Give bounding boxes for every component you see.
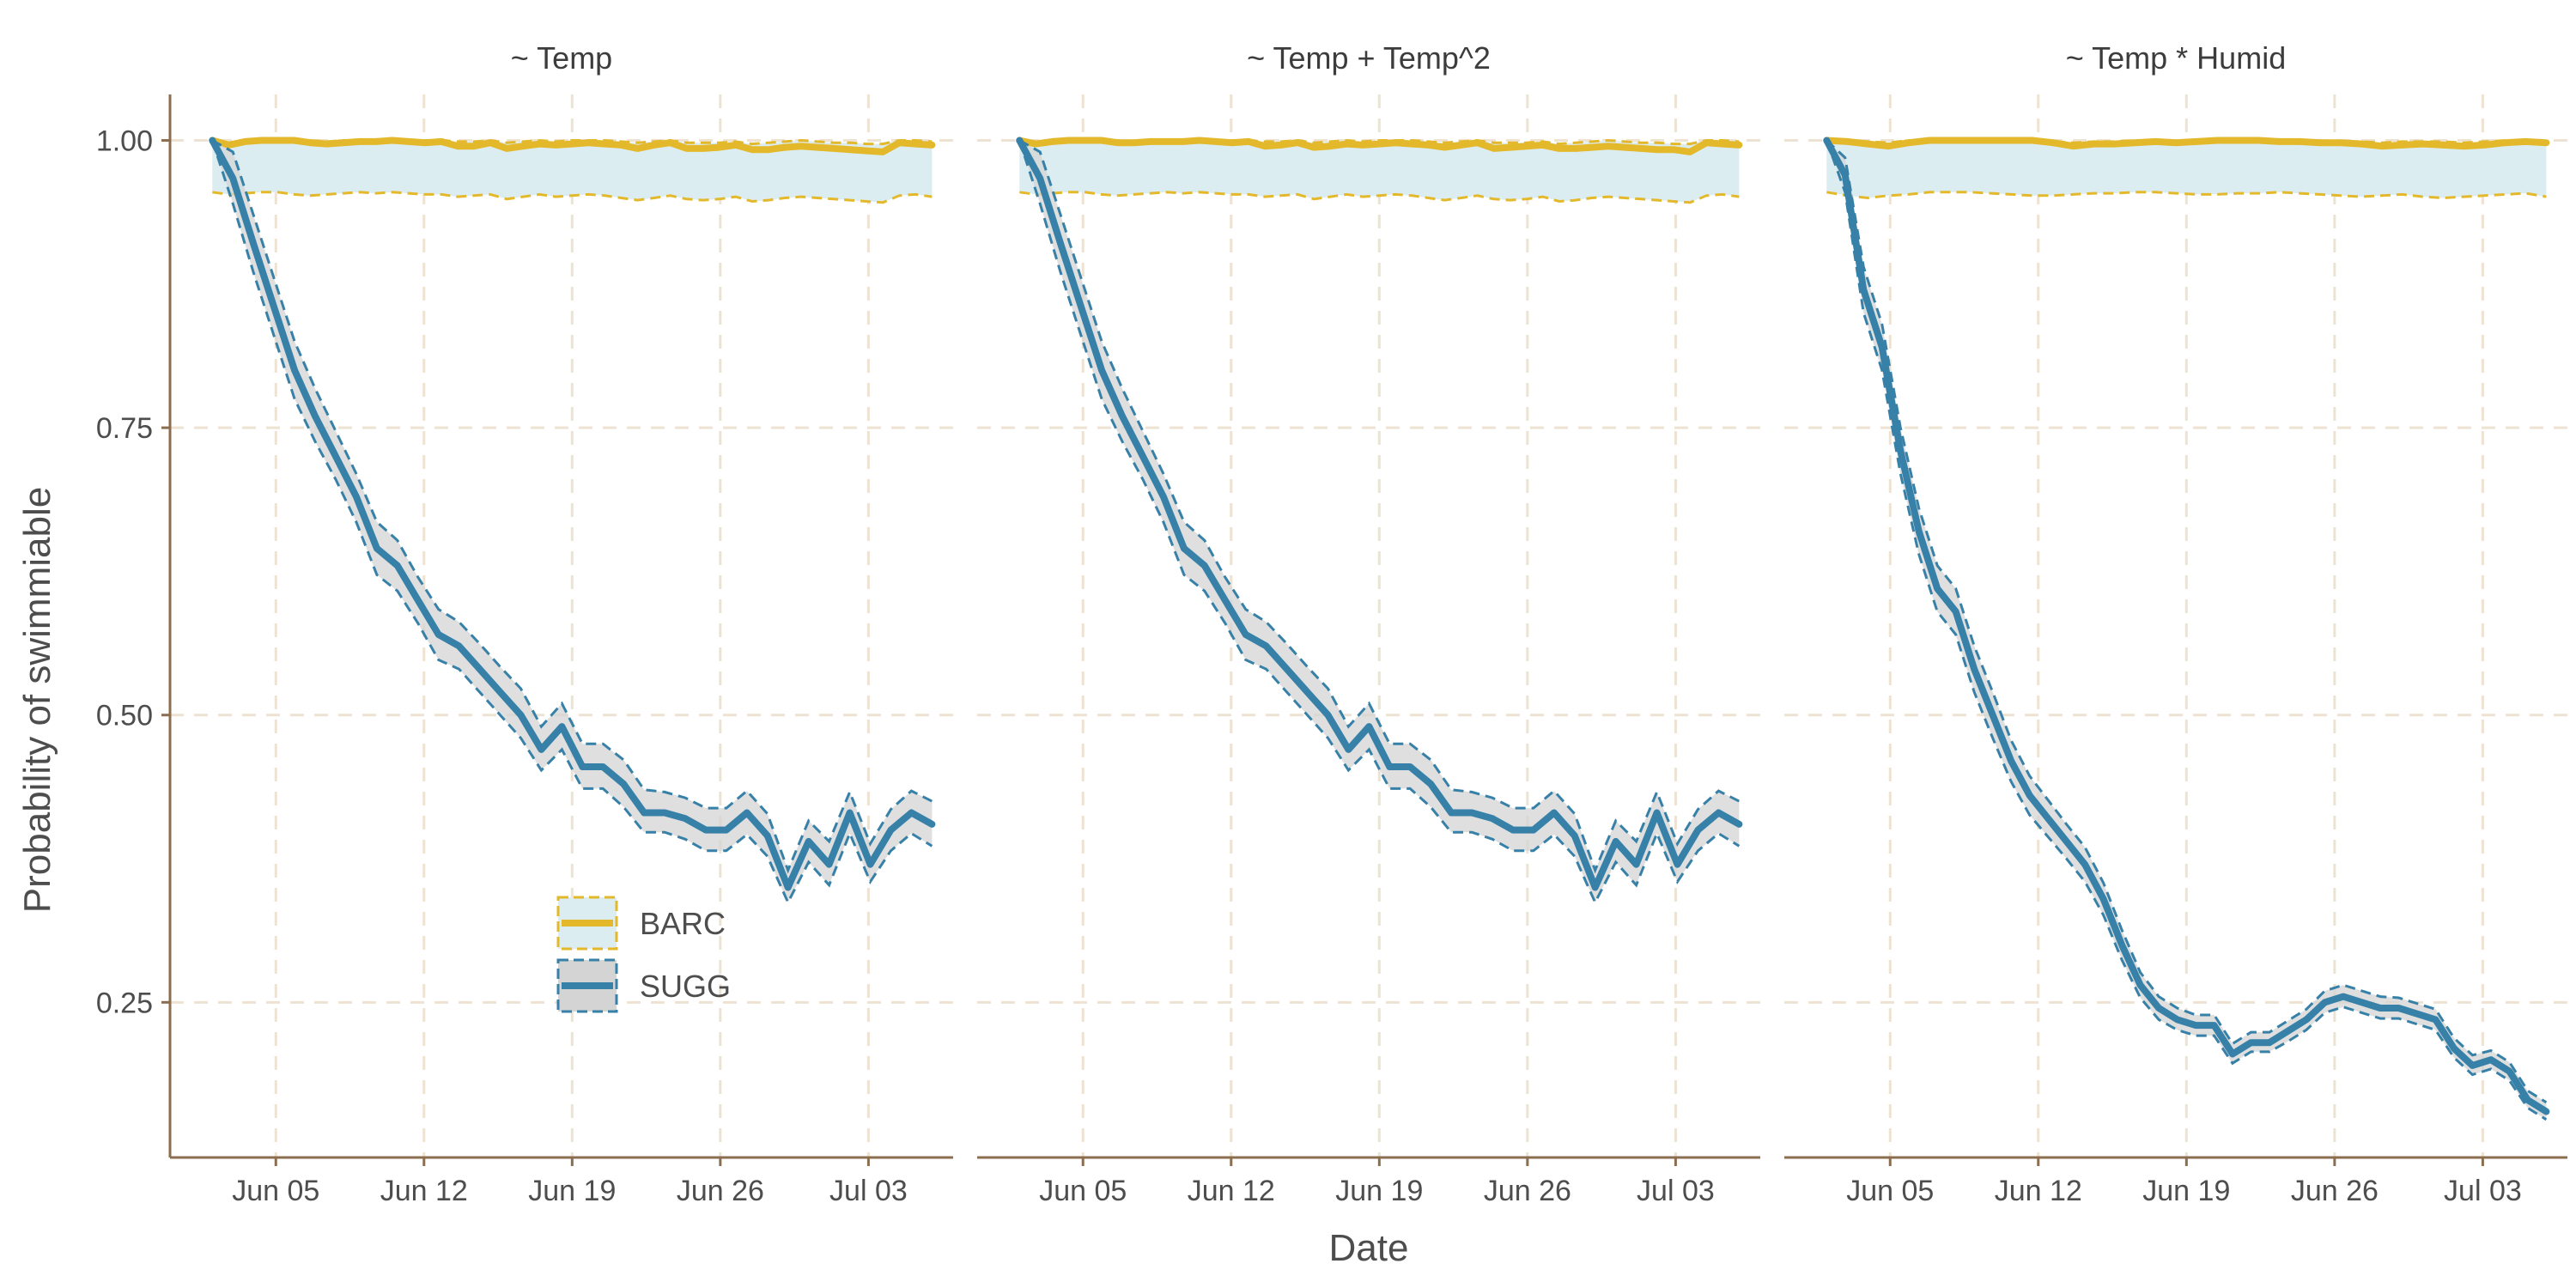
facet-title-2: ~ Temp + Temp^2 [1247,40,1491,76]
x-tick-label-3-4: Jun 26 [2291,1175,2379,1207]
facet-title-3: ~ Temp * Humid [2066,40,2286,76]
lower-bound-barc-1 [212,191,933,204]
upper-bound-sugg-2 [1018,139,1741,874]
band-sugg-1 [212,140,933,902]
line-sugg-2 [1016,137,1743,891]
x-axis-title: Date [1329,1227,1409,1269]
line-barc-2 [1016,137,1743,155]
band-sugg-2 [1019,140,1740,902]
x-tick-label-3-5: Jul 03 [2444,1175,2522,1207]
legend-label-sugg: SUGG [640,969,731,1004]
y-tick-label-2: 0.50 [96,700,153,732]
x-tick-label-2-2: Jun 12 [1188,1175,1275,1207]
lower-bound-sugg-2 [1018,140,1741,906]
x-tick-label-2-1: Jun 05 [1039,1175,1127,1207]
x-tick-label-2-5: Jul 03 [1637,1175,1715,1207]
y-tick-label-1: 0.25 [96,987,153,1019]
x-tick-label-2-3: Jun 19 [1335,1175,1423,1207]
x-tick-label-2-4: Jun 26 [1484,1175,1571,1207]
facet-title-1: ~ Temp [511,40,612,76]
x-tick-label-1-3: Jun 19 [528,1175,616,1207]
x-tick-label-1-4: Jun 26 [677,1175,764,1207]
x-tick-label-1-2: Jun 12 [380,1175,468,1207]
panels-layer: Jun 05 Jun 12 Jun 19 Jun 26 Jul 03 Jun 05 Jun … [96,94,2567,1207]
y-axis-title: Probability of swimmiable [16,487,58,913]
x-tick-label-3-3: Jun 19 [2142,1175,2230,1207]
band-barc-3 [1826,140,2547,198]
band-barc-1 [212,140,933,203]
lower-bound-sugg-1 [210,140,933,906]
legend-label-barc: BARC [640,906,726,941]
y-tick-label-3: 0.75 [96,412,153,445]
lower-bound-sugg-3 [1825,139,2548,1121]
line-sugg-1 [209,137,936,891]
x-tick-label-1-1: Jun 05 [232,1175,319,1207]
x-tick-label-3-1: Jun 05 [1846,1175,1934,1207]
lower-bound-barc-2 [1019,191,1740,204]
upper-bound-sugg-3 [1826,139,2548,1104]
x-tick-label-3-2: Jun 12 [1995,1175,2082,1207]
band-barc-2 [1019,140,1740,203]
line-barc-3 [1823,137,2550,150]
upper-bound-sugg-1 [211,139,933,874]
legend: BARC SUGG [556,896,731,1013]
lower-bound-barc-3 [1826,191,2547,200]
line-barc-1 [209,137,936,155]
y-tick-label-4: 1.00 [96,125,153,158]
line-sugg-3 [1823,137,2550,1115]
x-tick-label-1-5: Jul 03 [829,1175,908,1207]
